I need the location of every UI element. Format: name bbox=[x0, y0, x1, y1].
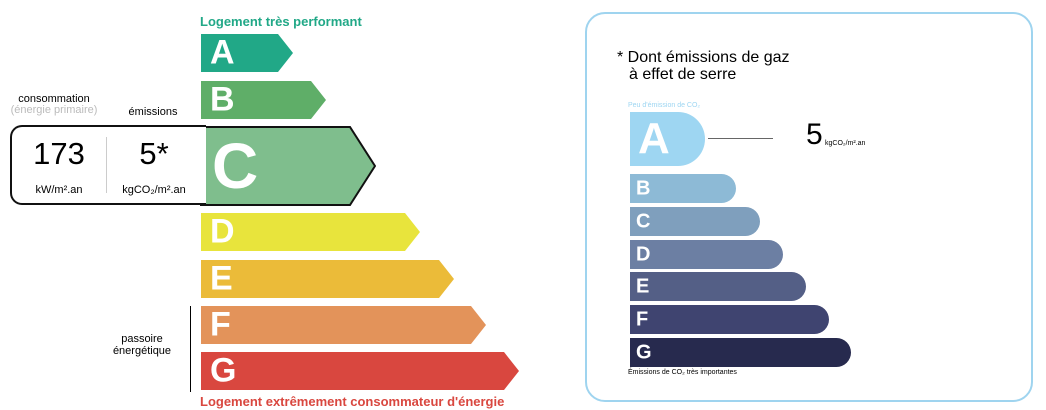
consumption-label: consommation bbox=[18, 93, 90, 105]
ges-class-letter: A bbox=[638, 114, 670, 163]
ges-class-f: F bbox=[630, 305, 829, 334]
dpe-class-d: D bbox=[200, 212, 421, 252]
dpe-arrow-shape bbox=[201, 81, 326, 119]
dpe-class-letter: B bbox=[210, 80, 235, 119]
dpe-class-letter: D bbox=[210, 212, 235, 251]
dpe-class-letter: F bbox=[210, 305, 231, 344]
emissions-value: 5* bbox=[139, 136, 169, 171]
passoire-bracket bbox=[190, 306, 191, 392]
ges-class-letter: B bbox=[636, 177, 651, 199]
dpe-class-letter: E bbox=[210, 259, 233, 298]
ges-class-letter: D bbox=[636, 243, 651, 265]
ges-class-letter: F bbox=[636, 308, 649, 330]
dpe-arrow-shape bbox=[201, 352, 519, 390]
dpe-arrow-shape bbox=[201, 260, 454, 298]
ges-class-a: A bbox=[630, 112, 705, 166]
dpe-arrow-shape bbox=[201, 306, 486, 344]
emissions-label: émissions bbox=[128, 106, 178, 118]
ges-class-letter: E bbox=[636, 275, 650, 297]
dpe-class-f: F bbox=[200, 305, 487, 345]
dpe-class-letter: A bbox=[210, 33, 235, 72]
dpe-class-b: B bbox=[200, 80, 327, 120]
consumption-unit: kW/m².an bbox=[35, 184, 83, 196]
consumption-sub-label: (énergie primaire) bbox=[10, 104, 98, 116]
dpe-class-e: E bbox=[200, 259, 455, 299]
ges-title-line2: à effet de serre bbox=[629, 66, 737, 83]
ges-class-b: B bbox=[630, 174, 736, 203]
emissions-unit: kgCO₂/m².an bbox=[122, 184, 186, 196]
ges-title-line1: * Dont émissions de gaz bbox=[617, 49, 790, 66]
dpe-class-a: A bbox=[200, 33, 294, 73]
dpe-arrow-shape bbox=[201, 34, 293, 72]
ges-unit: kgCO₂/m².an bbox=[825, 140, 866, 147]
dpe-arrow-shape bbox=[201, 213, 420, 251]
ges-pointer-line bbox=[708, 138, 773, 139]
ges-bottom-label: Émissions de CO₂ très importantes bbox=[628, 369, 737, 376]
dpe-class-letter: G bbox=[210, 351, 237, 390]
dpe-class-letter: C bbox=[212, 130, 259, 202]
passoire-label: passoire énergétique bbox=[112, 333, 172, 357]
dpe-top-label: Logement très performant bbox=[200, 14, 362, 29]
ges-class-d: D bbox=[630, 240, 783, 269]
dpe-class-g: G bbox=[200, 351, 520, 391]
value-box bbox=[10, 125, 206, 205]
dpe-bottom-label: Logement extrêmement consommateur d'éner… bbox=[200, 394, 505, 409]
ges-class-letter: G bbox=[636, 341, 652, 363]
ges-panel bbox=[585, 12, 1033, 402]
ges-class-letter: C bbox=[636, 210, 651, 232]
divider bbox=[106, 137, 107, 193]
consumption-value: 173 bbox=[33, 136, 85, 171]
ges-class-e: E bbox=[630, 272, 806, 301]
ges-class-g: G bbox=[630, 338, 851, 367]
dpe-class-c: C bbox=[200, 126, 376, 206]
ges-top-label: Peu d'émission de CO₂ bbox=[628, 102, 701, 109]
ges-value: 5 bbox=[806, 118, 823, 151]
ges-class-c: C bbox=[630, 207, 760, 236]
